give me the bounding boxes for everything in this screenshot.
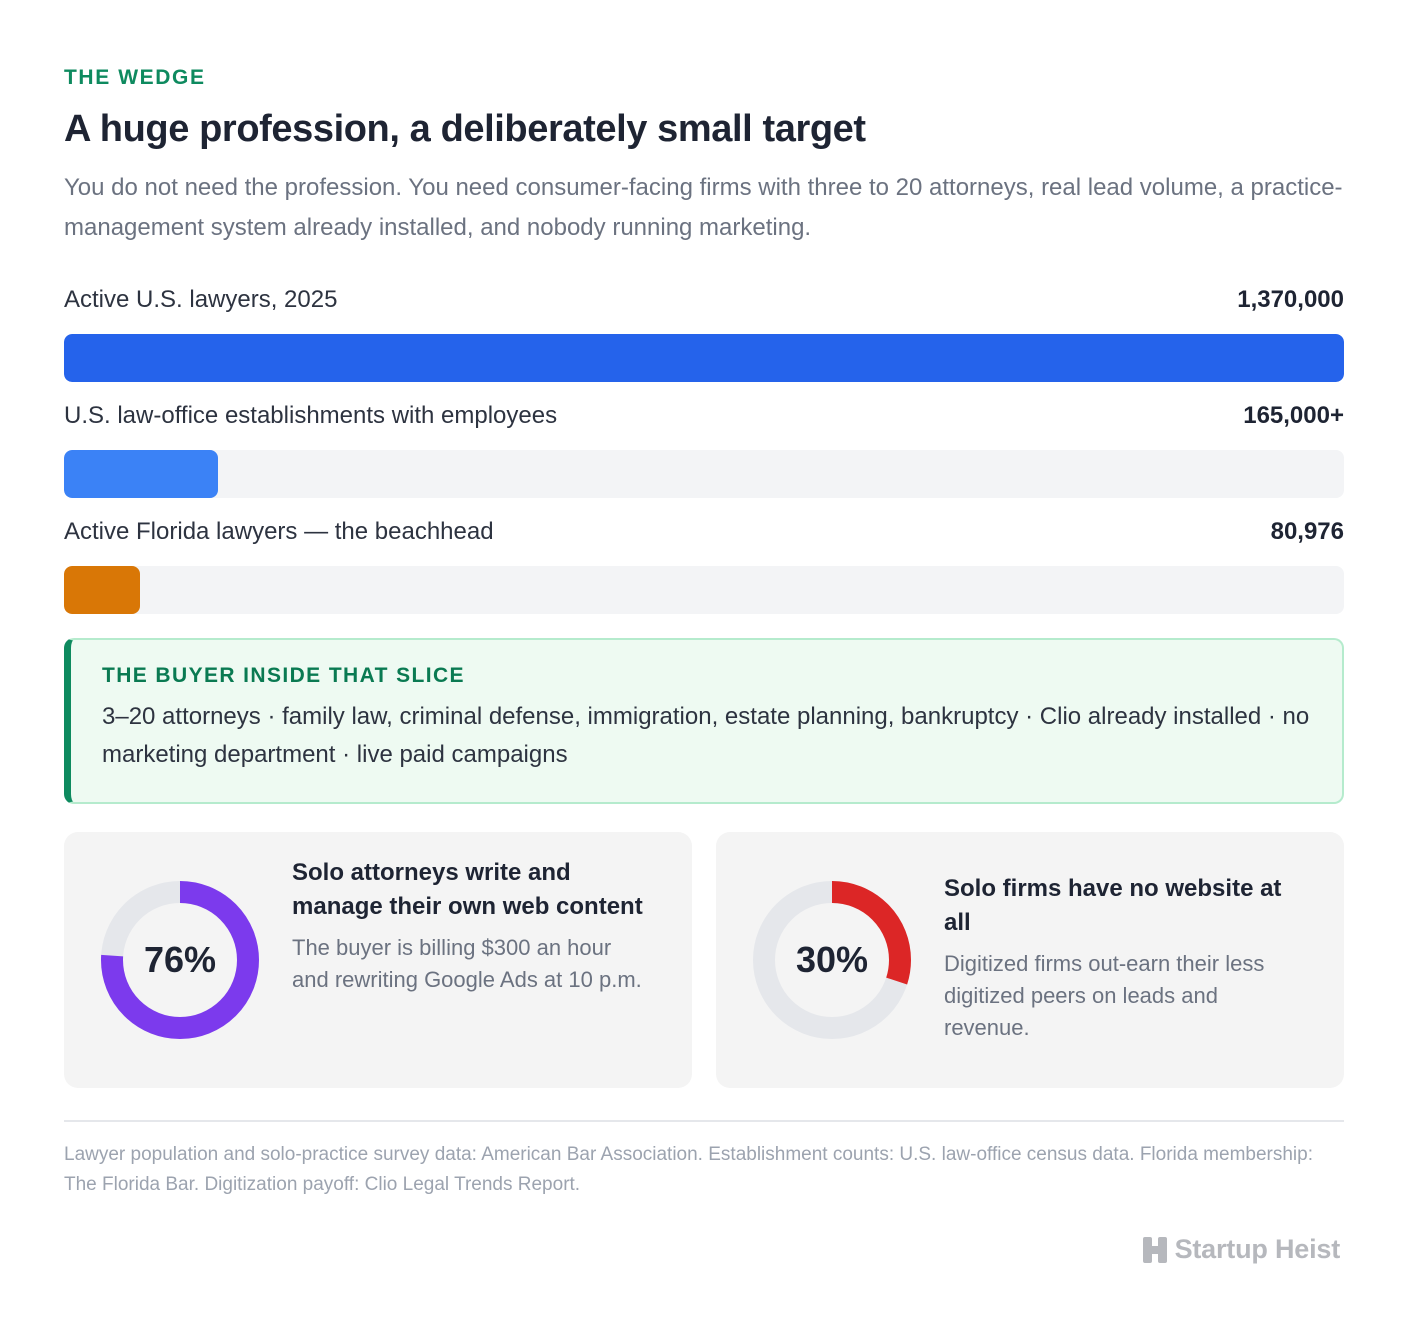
bar-row-establishments: U.S. law-office establishments with empl… — [64, 402, 1344, 498]
donut-percent-label: 76% — [144, 939, 216, 980]
donut-chart: 76% — [101, 881, 259, 1039]
h-logo-icon — [1142, 1236, 1167, 1263]
bar-florida-lawyers — [64, 566, 140, 614]
bar-track — [64, 334, 1344, 382]
stat-card-solo-content: 76% Solo attorneys write and manage thei… — [64, 832, 692, 1088]
page-subtitle: You do not need the profession. You need… — [64, 174, 1343, 241]
stat-body: The buyer is billing $300 an hour and re… — [292, 935, 642, 992]
sources-note: Lawyer population and solo-practice surv… — [64, 1144, 1313, 1195]
donut-arc — [753, 881, 911, 1039]
bar-track — [64, 450, 1344, 498]
buyer-callout: THE BUYER INSIDE THAT SLICE 3–20 attorne… — [64, 638, 1344, 804]
bar-row-florida-lawyers: Active Florida lawyers — the beachhead 8… — [64, 518, 1344, 614]
bar-value-label: 165,000+ — [1243, 402, 1344, 429]
bar-label: Active U.S. lawyers, 2025 — [64, 286, 338, 313]
bar-track — [64, 566, 1344, 614]
bar-label: Active Florida lawyers — the beachhead — [64, 518, 494, 545]
bar-label: U.S. law-office establishments with empl… — [64, 402, 558, 429]
brand-name: Startup Heist — [1174, 1234, 1341, 1264]
bar-us-lawyers — [64, 334, 1344, 382]
donut-arc — [101, 881, 259, 1039]
stat-title: Solo firms have no website at all — [944, 875, 1282, 936]
callout-eyebrow: THE BUYER INSIDE THAT SLICE — [102, 664, 465, 687]
donut-chart: 30% — [753, 881, 911, 1039]
brand-logo: Startup Heist — [1142, 1234, 1341, 1265]
stat-card-no-website: 30% Solo firms have no website at all Di… — [716, 832, 1344, 1088]
bar-value-label: 1,370,000 — [1237, 286, 1344, 313]
callout-text: 3–20 attorneys · family law, criminal de… — [102, 703, 1310, 768]
stat-title: Solo attorneys write and manage their ow… — [292, 859, 643, 920]
bar-establishments — [64, 450, 219, 498]
section-eyebrow: THE WEDGE — [64, 66, 206, 89]
page-title: A huge profession, a deliberately small … — [64, 108, 866, 150]
donut-percent-label: 30% — [796, 939, 868, 980]
stat-body: Digitized firms out-earn their less digi… — [944, 951, 1265, 1040]
bar-row-us-lawyers: Active U.S. lawyers, 2025 1,370,000 — [64, 286, 1344, 382]
bar-value-label: 80,976 — [1270, 518, 1344, 545]
footer-divider — [64, 1120, 1344, 1122]
